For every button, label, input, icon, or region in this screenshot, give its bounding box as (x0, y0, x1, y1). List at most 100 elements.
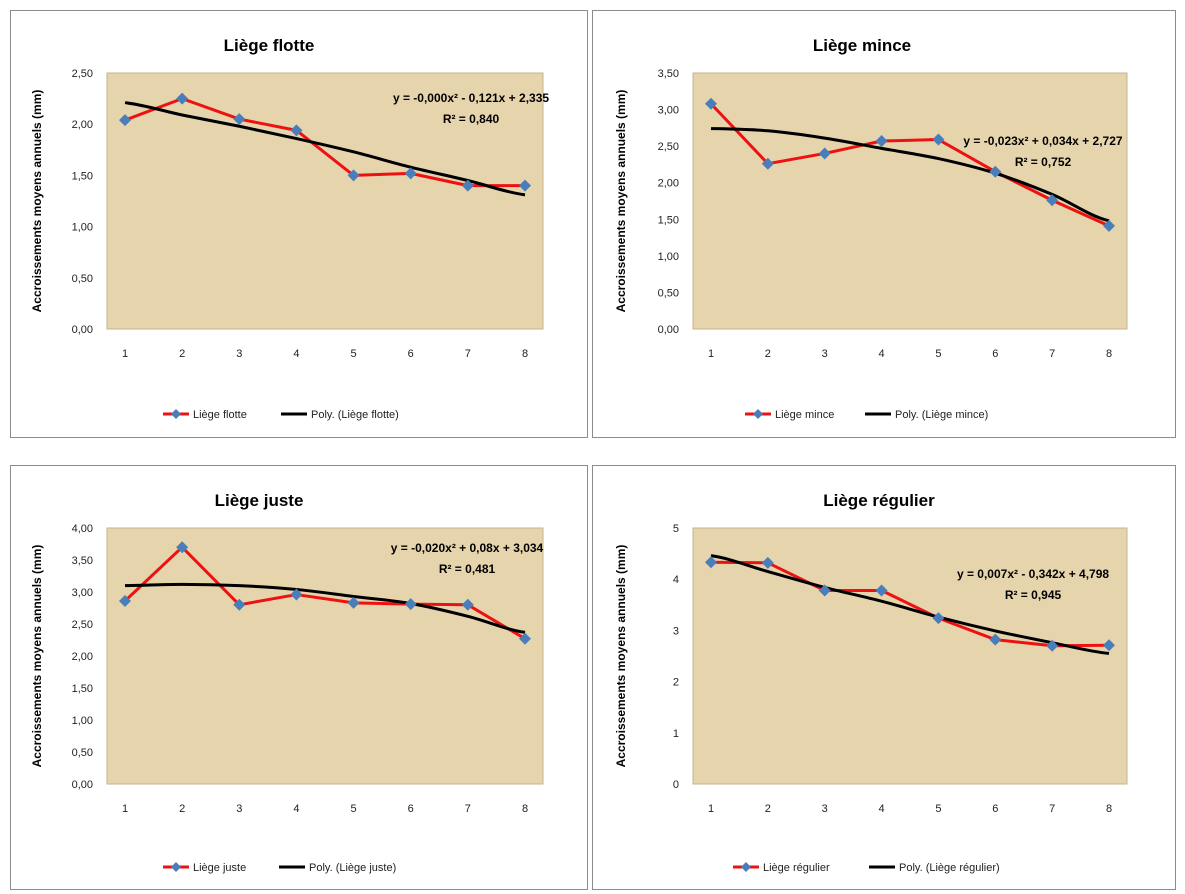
data-point (1103, 639, 1115, 652)
data-point (290, 588, 303, 601)
x-tick-label: 2 (765, 348, 771, 360)
chart-svg: Liège mince Accroissements moyens annuel… (614, 36, 1128, 421)
x-tick-label: 4 (293, 348, 299, 360)
x-tick-label: 3 (822, 348, 828, 360)
y-tick-label: 3 (673, 625, 679, 637)
x-tick-label: 5 (351, 803, 357, 815)
data-point (176, 541, 189, 554)
x-tick-label: 7 (465, 803, 471, 815)
y-tick-label: 1,00 (72, 715, 93, 727)
data-point (989, 165, 1002, 178)
y-axis-label: Accroissements moyens annuels (mm) (30, 90, 44, 313)
x-tick-labels: 1 2 3 4 5 6 7 8 (122, 348, 528, 360)
x-tick-labels: 1 2 3 4 5 6 7 8 (708, 803, 1112, 815)
chart-title: Liège mince (813, 36, 911, 55)
chart-panel-liege-regulier: Liège régulier Accroissements moyens ann… (592, 465, 1176, 890)
data-point (1103, 219, 1115, 232)
trend-r2: R² = 0,481 (439, 562, 496, 576)
legend: Liège mince Poly. (Liège mince) (745, 409, 988, 421)
legend-trend-label: Poly. (Liège mince) (895, 409, 988, 421)
data-point (404, 598, 417, 611)
x-tick-label: 8 (1106, 803, 1112, 815)
legend-marker (171, 862, 181, 872)
data-point (761, 556, 774, 569)
legend-trend-label: Poly. (Liège régulier) (899, 862, 1000, 874)
y-tick-label: 1,50 (658, 214, 679, 226)
data-point (119, 594, 131, 607)
data-point (347, 169, 360, 182)
y-tick-label: 4 (673, 574, 679, 586)
data-point (519, 632, 531, 645)
series-line-trend (124, 101, 526, 197)
x-tick-label: 4 (879, 803, 885, 815)
x-tick-label: 2 (179, 348, 185, 360)
trend-equation: y = -0,023x² + 0,034x + 2,727 (963, 134, 1122, 148)
x-tick-label: 1 (122, 803, 128, 815)
series-line-data (709, 102, 1110, 228)
legend-data-label: Liège juste (193, 862, 246, 874)
series-line-trend (710, 127, 1110, 223)
data-point (818, 584, 831, 597)
y-tick-label: 3,00 (72, 587, 93, 599)
series-marks (119, 541, 531, 645)
legend: Liège juste Poly. (Liège juste) (163, 862, 396, 874)
y-tick-label: 2,00 (72, 119, 93, 131)
y-tick-label: 2,50 (658, 141, 679, 153)
legend-marker (753, 409, 763, 419)
y-tick-label: 4,00 (72, 523, 93, 535)
y-tick-label: 2,00 (72, 651, 93, 663)
y-tick-label: 3,50 (72, 555, 93, 567)
x-tick-label: 6 (992, 348, 998, 360)
data-point (233, 113, 246, 126)
chart-panel-liege-flotte: Liège flotte Accroissements moyens annue… (10, 10, 588, 438)
data-point (932, 133, 945, 146)
data-point (1046, 194, 1059, 207)
y-tick-label: 0,00 (658, 324, 679, 336)
data-point (404, 167, 417, 180)
data-point (290, 124, 303, 137)
y-tick-labels: 0,00 0,50 1,00 1,50 2,00 2,50 3,00 3,50 4,00 (72, 523, 93, 791)
data-point (119, 114, 131, 127)
legend-trend-label: Poly. (Liège juste) (309, 862, 396, 874)
trend-r2: R² = 0,752 (1015, 155, 1072, 169)
legend-data-label: Liège régulier (763, 862, 830, 874)
x-tick-labels: 1 2 3 4 5 6 7 8 (708, 348, 1112, 360)
y-tick-label: 1 (673, 728, 679, 740)
series-line-data (123, 545, 526, 641)
y-tick-label: 1,00 (658, 251, 679, 263)
series-marks (705, 554, 1115, 655)
chart-panel-liege-mince: Liège mince Accroissements moyens annuel… (592, 10, 1176, 438)
data-point (461, 598, 474, 611)
x-tick-label: 1 (122, 348, 128, 360)
data-point (705, 97, 717, 110)
x-tick-label: 8 (1106, 348, 1112, 360)
x-tick-label: 7 (1049, 348, 1055, 360)
series-line-trend (124, 582, 526, 634)
data-point (233, 598, 246, 611)
trend-r2: R² = 0,840 (443, 112, 500, 126)
chart-panel-liege-juste: Liège juste Accroissements moyens annuel… (10, 465, 588, 890)
data-point (461, 179, 474, 192)
y-tick-label: 0,50 (658, 287, 679, 299)
chart-title: Liège flotte (224, 36, 315, 55)
y-axis-label: Accroissements moyens annuels (mm) (614, 545, 628, 768)
x-tick-label: 8 (522, 348, 528, 360)
x-tick-label: 6 (408, 348, 414, 360)
chart-title: Liège juste (215, 491, 304, 510)
x-tick-label: 5 (935, 348, 941, 360)
chart-svg: Liège juste Accroissements moyens annuel… (30, 491, 544, 874)
series-line-trend (710, 554, 1110, 655)
y-tick-labels: 0 1 2 3 4 5 (673, 523, 679, 791)
chart-svg: Liège flotte Accroissements moyens annue… (30, 36, 549, 421)
y-tick-label: 2,50 (72, 68, 93, 80)
y-tick-label: 3,00 (658, 105, 679, 117)
x-tick-label: 1 (708, 348, 714, 360)
legend-marker (741, 862, 751, 872)
x-tick-label: 3 (236, 803, 242, 815)
data-point (347, 596, 360, 609)
chart-title: Liège régulier (823, 491, 935, 510)
y-tick-label: 3,50 (658, 68, 679, 80)
legend-data-label: Liège mince (775, 409, 834, 421)
x-tick-label: 4 (879, 348, 885, 360)
legend: Liège régulier Poly. (Liège régulier) (733, 862, 1000, 874)
